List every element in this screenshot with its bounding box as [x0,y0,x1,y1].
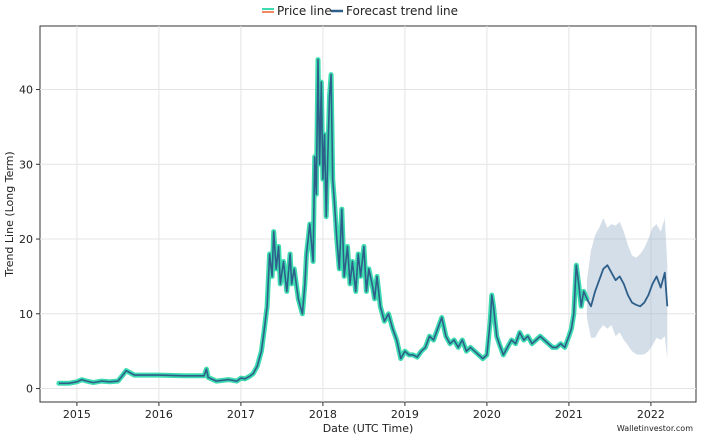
plot-area [39,25,697,403]
forecast-trend-line [586,264,669,308]
x-axis: 2015 2016 2017 2018 2019 2020 2021 2022 [63,402,665,421]
series-layer [56,57,669,386]
forecast-band-layer [586,218,668,359]
y-tick-label: 30 [19,158,33,171]
legend: Price line Forecast trend line [262,4,458,18]
y-tick-label: 40 [19,84,33,97]
legend-label-forecast-trend-line: Forecast trend line [346,4,458,18]
x-tick-label: 2016 [145,408,173,421]
watermark-text: Walletinvestor.com [617,424,693,433]
y-tick-label: 20 [19,233,33,246]
x-tick-label: 2017 [227,408,255,421]
x-tick-label: 2020 [473,408,501,421]
y-axis: 0 10 20 30 40 [19,84,40,396]
y-tick-label: 10 [19,308,33,321]
x-tick-label: 2018 [309,408,337,421]
x-tick-label: 2022 [637,408,665,421]
x-axis-title: Date (UTC Time) [323,422,414,435]
y-axis-title: Trend Line (Long Term) [3,151,16,277]
forecast-confidence-band [586,218,668,359]
price-line [58,58,588,385]
y-tick-label: 0 [26,383,33,396]
x-tick-label: 2019 [391,408,419,421]
x-tick-label: 2021 [555,408,583,421]
legend-label-price-line: Price line [277,4,332,18]
legend-swatch-price-line [262,8,274,13]
grid [40,26,696,402]
x-tick-label: 2015 [63,408,91,421]
